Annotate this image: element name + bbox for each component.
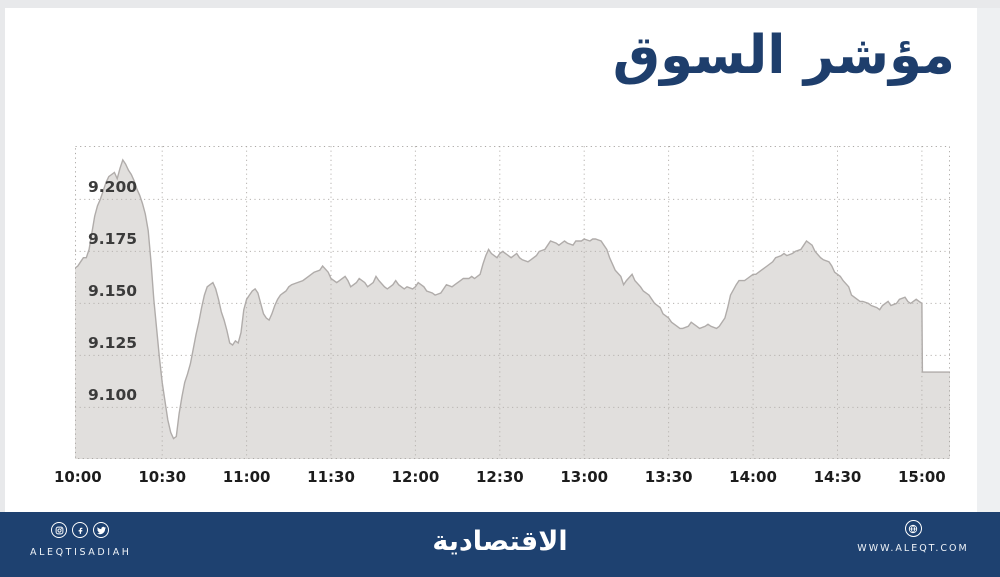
- page-title: مؤشر السوق: [612, 25, 955, 86]
- y-axis-label: 9.200: [88, 178, 138, 197]
- x-axis-label: 12:30: [475, 468, 524, 486]
- x-axis-label: 10:00: [53, 468, 102, 486]
- x-axis-label: 12:00: [391, 468, 440, 486]
- social-icons-row: [30, 522, 130, 540]
- footer-social-block: ALEQTISADIAH: [30, 522, 130, 558]
- website-url: WWW.ALEQT.COM: [857, 543, 969, 554]
- x-axis-label: 15:00: [897, 468, 946, 486]
- y-axis-label: 9.100: [88, 386, 138, 405]
- footer-bar: ALEQTISADIAH الاقتصادية WWW.ALEQT.COM: [0, 512, 1000, 577]
- x-axis-label: 11:30: [307, 468, 355, 486]
- market-index-area-chart: 9.100 9.125 9.150 9.175 9.200 10:00 10:30 11:00…: [53, 146, 950, 486]
- x-axis-label: 13:30: [644, 468, 693, 486]
- twitter-icon: [93, 522, 109, 538]
- x-axis-label: 14:00: [729, 468, 777, 486]
- facebook-icon: [72, 522, 88, 538]
- frame-right-strip: [977, 8, 1000, 512]
- index-line: [75, 158, 950, 440]
- y-axis-label: 9.125: [88, 334, 138, 353]
- globe-icon: [904, 520, 922, 537]
- instagram-icon: [51, 522, 67, 538]
- plot-area: [75, 146, 950, 459]
- area-fill: [75, 159, 950, 459]
- frame-top-strip: [0, 0, 1000, 8]
- x-axis-label: 14:30: [813, 468, 862, 486]
- brand-name-arabic: الاقتصادية: [432, 526, 568, 557]
- x-axis-label: 11:00: [222, 468, 271, 486]
- brand-name-latin: ALEQTISADIAH: [30, 547, 132, 558]
- x-axis-label: 10:30: [138, 468, 187, 486]
- y-axis-label: 9.175: [88, 230, 138, 249]
- plot-border: [75, 146, 950, 459]
- y-axis-label: 9.150: [88, 282, 138, 301]
- frame-left-strip: [0, 8, 5, 512]
- x-axis-label: 13:00: [560, 468, 609, 486]
- footer-website-block: WWW.ALEQT.COM: [848, 520, 978, 554]
